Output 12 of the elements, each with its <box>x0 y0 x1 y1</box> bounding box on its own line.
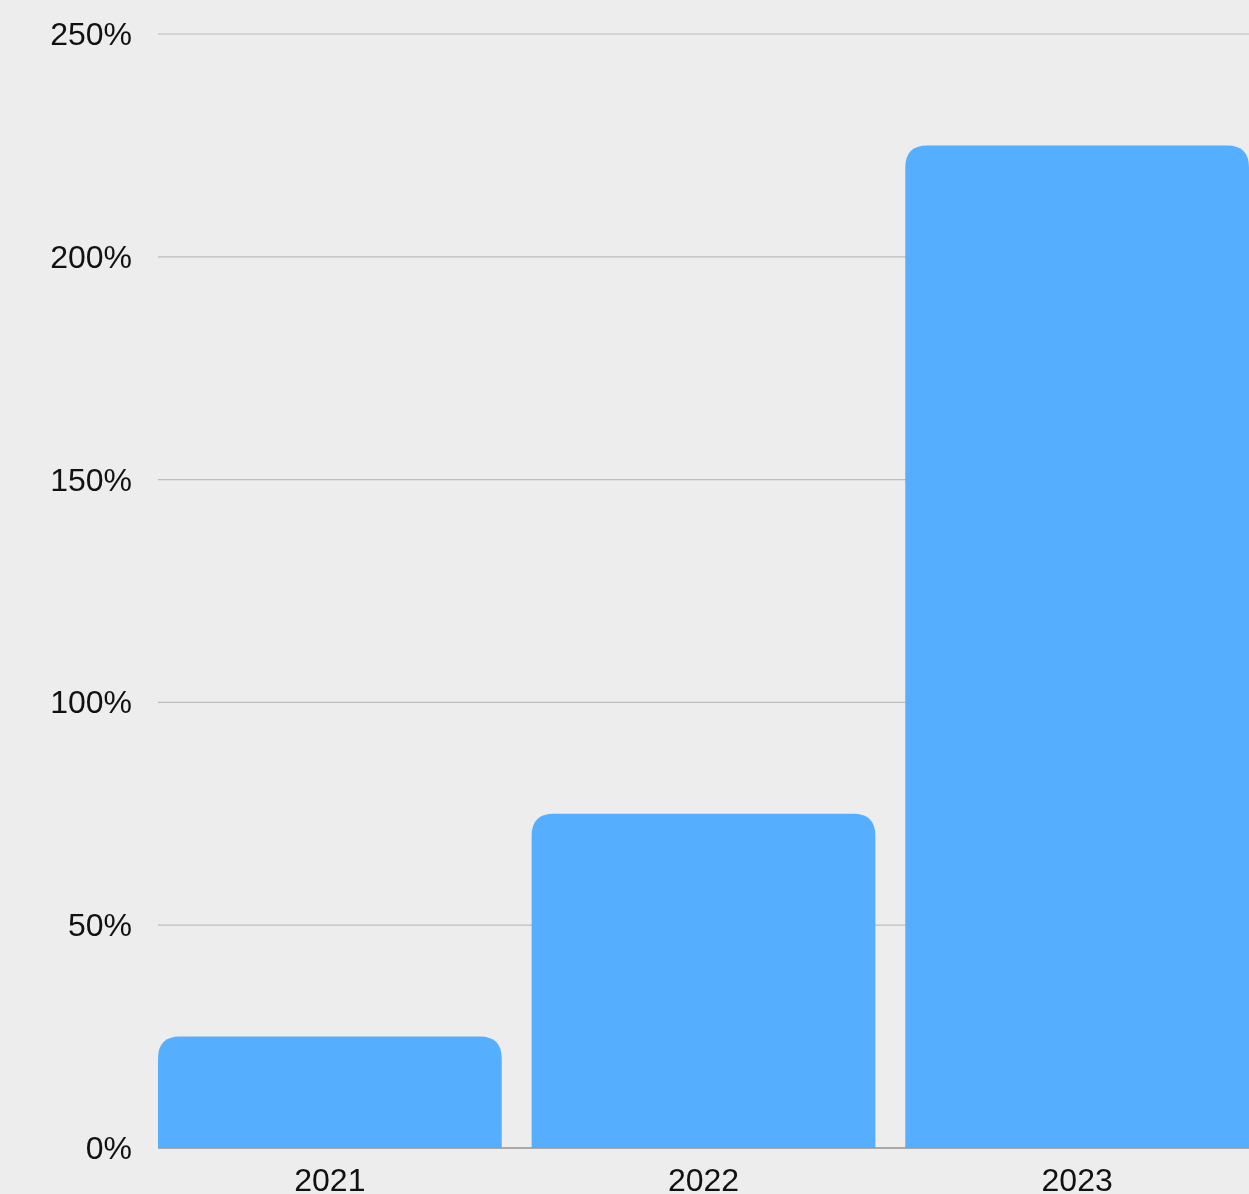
y-tick-label: 150% <box>50 461 132 498</box>
bar <box>905 145 1249 1148</box>
y-tick-label: 0% <box>85 1130 132 1166</box>
bar <box>158 1036 502 1148</box>
x-tick-label: 2023 <box>1041 1162 1113 1194</box>
y-tick-label: 200% <box>50 238 132 275</box>
y-tick-label: 100% <box>50 684 132 721</box>
y-tick-label: 250% <box>50 16 132 52</box>
bar <box>531 813 876 1148</box>
x-tick-label: 2021 <box>294 1162 366 1194</box>
x-tick-label: 2022 <box>667 1162 740 1194</box>
y-tick-label: 50% <box>67 907 132 944</box>
